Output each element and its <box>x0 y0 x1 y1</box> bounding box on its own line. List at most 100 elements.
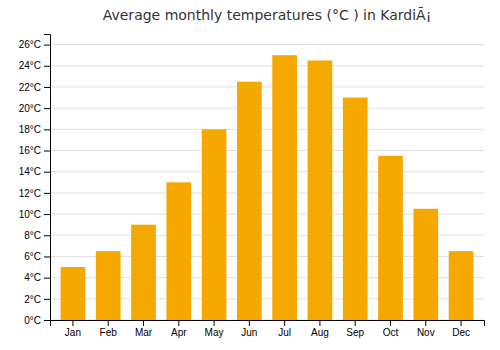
y-tick-label: 16°C <box>19 145 41 156</box>
y-tick-mark <box>44 320 50 321</box>
y-tick-label: 6°C <box>24 251 41 262</box>
x-tick: Jun <box>241 320 257 338</box>
y-tick: 12°C <box>19 188 50 199</box>
y-tick-mark <box>44 299 50 300</box>
x-tick: May <box>205 320 224 338</box>
y-tick-mark <box>44 108 50 109</box>
y-tick-mark <box>44 45 50 46</box>
y-tick-mark <box>44 66 50 67</box>
y-tick-mark <box>44 278 50 279</box>
y-tick-label: 4°C <box>24 272 41 283</box>
x-tick: Feb <box>100 320 118 338</box>
y-axis: 0°C 2°C 4°C 6°C 8°C 10°C 12°C 14°C 16°C 18°C 20°C 2… <box>19 35 51 326</box>
x-tick-label: Sep <box>346 327 364 338</box>
bar <box>378 156 403 320</box>
y-tick: 24°C <box>19 60 50 71</box>
bar <box>343 98 368 320</box>
x-tick: Nov <box>417 320 435 338</box>
bar <box>237 82 262 320</box>
grid-line <box>50 44 484 45</box>
bar <box>61 267 86 320</box>
x-tick-label: Feb <box>100 327 118 338</box>
x-tick-mark <box>461 320 462 326</box>
y-tick: 10°C <box>19 209 50 220</box>
title: Average monthly temperatures (°C ) in Ka… <box>103 7 432 23</box>
y-tick-label: 10°C <box>19 209 41 220</box>
bar <box>308 60 333 320</box>
x-tick: Jan <box>65 320 81 338</box>
x-tick-mark <box>284 320 285 326</box>
x-tick-label: Apr <box>171 327 187 338</box>
x-tick: Mar <box>135 320 153 338</box>
y-tick-label: 22°C <box>19 82 41 93</box>
y-tick-mark <box>44 87 50 88</box>
y-tick-mark <box>44 256 50 257</box>
grid-line <box>50 150 484 151</box>
y-tick-label: 18°C <box>19 124 41 135</box>
bar <box>166 182 191 320</box>
y-tick: 6°C <box>24 251 50 262</box>
x-tick-label: Oct <box>383 327 399 338</box>
x-tick: Oct <box>383 320 399 338</box>
y-tick-label: 2°C <box>24 294 41 305</box>
x-axis-line <box>51 321 485 327</box>
x-tick-mark <box>214 320 215 326</box>
bars <box>61 55 474 320</box>
bar <box>272 55 297 320</box>
y-tick: 26°C <box>19 39 50 50</box>
grid <box>50 45 484 320</box>
bar <box>413 209 438 320</box>
y-tick-label: 12°C <box>19 188 41 199</box>
chart: JanFebMarAprMayJunJulAugSepOctNovDec0°C2… <box>0 0 500 350</box>
y-tick: 22°C <box>19 82 50 93</box>
y-tick-mark <box>44 129 50 130</box>
x-tick-mark <box>319 320 320 326</box>
x-tick-label: Nov <box>417 327 435 338</box>
y-tick-mark <box>44 214 50 215</box>
y-tick-mark <box>44 172 50 173</box>
x-tick-mark <box>355 320 356 326</box>
x-tick-label: May <box>205 327 224 338</box>
y-tick: 2°C <box>24 294 50 305</box>
y-tick-label: 24°C <box>19 60 41 71</box>
x-tick-mark <box>143 320 144 326</box>
y-tick-label: 26°C <box>19 39 41 50</box>
grid-line <box>50 129 484 130</box>
y-tick: 0°C <box>24 315 50 326</box>
y-tick-label: 0°C <box>24 315 41 326</box>
y-tick: 14°C <box>19 166 50 177</box>
x-tick: Apr <box>171 320 187 338</box>
y-tick: 20°C <box>19 103 50 114</box>
x-axis: JanFebMarAprMayJunJulAugSepOctNovDec <box>51 320 485 338</box>
x-tick-mark <box>390 320 391 326</box>
x-tick: Dec <box>452 320 470 338</box>
y-tick-label: 14°C <box>19 166 41 177</box>
y-tick-mark <box>44 235 50 236</box>
y-tick-label: 8°C <box>24 230 41 241</box>
x-tick-label: Jun <box>241 327 257 338</box>
grid-line <box>50 171 484 172</box>
y-tick: 4°C <box>24 272 50 283</box>
bar <box>96 251 121 320</box>
bar <box>131 225 156 320</box>
y-axis-line <box>44 35 51 321</box>
grid-line <box>50 65 484 66</box>
x-tick-mark <box>249 320 250 326</box>
bar <box>449 251 474 320</box>
grid-line <box>50 108 484 109</box>
x-tick-mark <box>72 320 73 326</box>
y-tick: 16°C <box>19 145 50 156</box>
y-tick-mark <box>44 193 50 194</box>
x-tick: Sep <box>346 320 364 338</box>
grid-line <box>50 192 484 193</box>
grid-line <box>50 86 484 87</box>
y-tick-mark <box>44 151 50 152</box>
x-tick-mark <box>108 320 109 326</box>
x-tick-label: Jan <box>65 327 81 338</box>
y-tick: 8°C <box>24 230 50 241</box>
bar <box>202 129 227 320</box>
x-tick-mark <box>178 320 179 326</box>
x-tick: Jul <box>278 320 291 338</box>
x-tick-label: Jul <box>278 327 291 338</box>
x-tick-label: Mar <box>135 327 153 338</box>
